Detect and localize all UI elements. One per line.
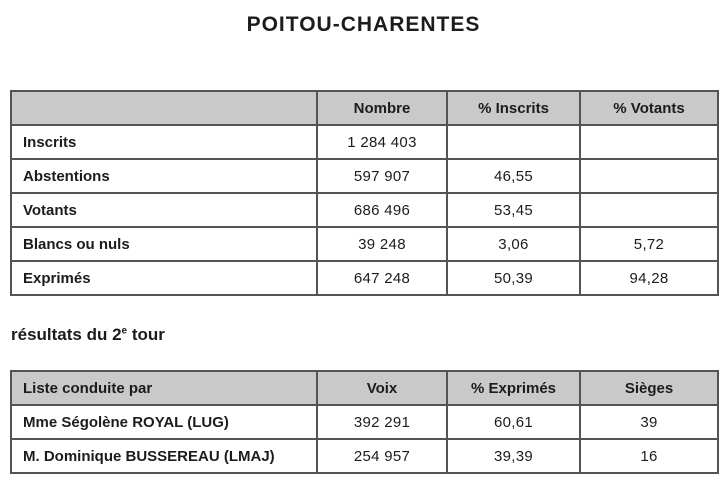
section-subtitle: résultats du 2e tour: [11, 325, 727, 345]
cell-pct-inscrits: 50,39: [446, 260, 581, 296]
header-cell-pct-inscrits: % Inscrits: [446, 90, 581, 126]
cell-nombre: 597 907: [316, 158, 448, 194]
cell-sieges: 16: [579, 438, 719, 474]
participation-table: Nombre % Inscrits % Votants Inscrits 1 2…: [10, 90, 719, 296]
cell-nombre: 647 248: [316, 260, 448, 296]
cell-pct-inscrits: 46,55: [446, 158, 581, 194]
cell-pct-exprimes: 60,61: [446, 404, 581, 440]
cell-pct-votants: 5,72: [579, 226, 719, 262]
cell-pct-votants: [579, 158, 719, 194]
table-row: Votants 686 496 53,45: [10, 192, 719, 228]
subtitle-text: résultats du 2: [11, 325, 122, 344]
header-cell-pct-votants: % Votants: [579, 90, 719, 126]
table-row: Inscrits 1 284 403: [10, 124, 719, 160]
results-table: Liste conduite par Voix % Exprimés Siège…: [10, 370, 719, 474]
header-cell-pct-exprimes: % Exprimés: [446, 370, 581, 406]
table-row: Abstentions 597 907 46,55: [10, 158, 719, 194]
table-row: M. Dominique BUSSEREAU (LMAJ) 254 957 39…: [10, 438, 719, 474]
cell-voix: 392 291: [316, 404, 448, 440]
cell-pct-inscrits: [446, 124, 581, 160]
cell-nombre: 686 496: [316, 192, 448, 228]
cell-pct-inscrits: 53,45: [446, 192, 581, 228]
header-cell-sieges: Sièges: [579, 370, 719, 406]
cell-sieges: 39: [579, 404, 719, 440]
candidate-name: M. Dominique BUSSEREAU (LMAJ): [10, 438, 318, 474]
cell-pct-votants: [579, 192, 719, 228]
table-header-row: Nombre % Inscrits % Votants: [10, 90, 719, 126]
table-row: Mme Ségolène ROYAL (LUG) 392 291 60,61 3…: [10, 404, 719, 440]
cell-voix: 254 957: [316, 438, 448, 474]
table-row: Exprimés 647 248 50,39 94,28: [10, 260, 719, 296]
subtitle-superscript: e: [121, 325, 128, 337]
candidate-name: Mme Ségolène ROYAL (LUG): [10, 404, 318, 440]
header-cell-liste: Liste conduite par: [10, 370, 318, 406]
header-cell-empty: [10, 90, 318, 126]
cell-pct-exprimes: 39,39: [446, 438, 581, 474]
cell-pct-inscrits: 3,06: [446, 226, 581, 262]
row-label: Blancs ou nuls: [10, 226, 318, 262]
row-label: Inscrits: [10, 124, 318, 160]
table-row: Blancs ou nuls 39 248 3,06 5,72: [10, 226, 719, 262]
row-label: Exprimés: [10, 260, 318, 296]
table-header-row: Liste conduite par Voix % Exprimés Siège…: [10, 370, 719, 406]
subtitle-text-suffix: tour: [127, 325, 165, 344]
row-label: Votants: [10, 192, 318, 228]
header-cell-nombre: Nombre: [316, 90, 448, 126]
page-title: POITOU-CHARENTES: [246, 13, 481, 36]
cell-nombre: 39 248: [316, 226, 448, 262]
cell-pct-votants: 94,28: [579, 260, 719, 296]
header-cell-voix: Voix: [316, 370, 448, 406]
cell-pct-votants: [579, 124, 719, 160]
row-label: Abstentions: [10, 158, 318, 194]
cell-nombre: 1 284 403: [316, 124, 448, 160]
